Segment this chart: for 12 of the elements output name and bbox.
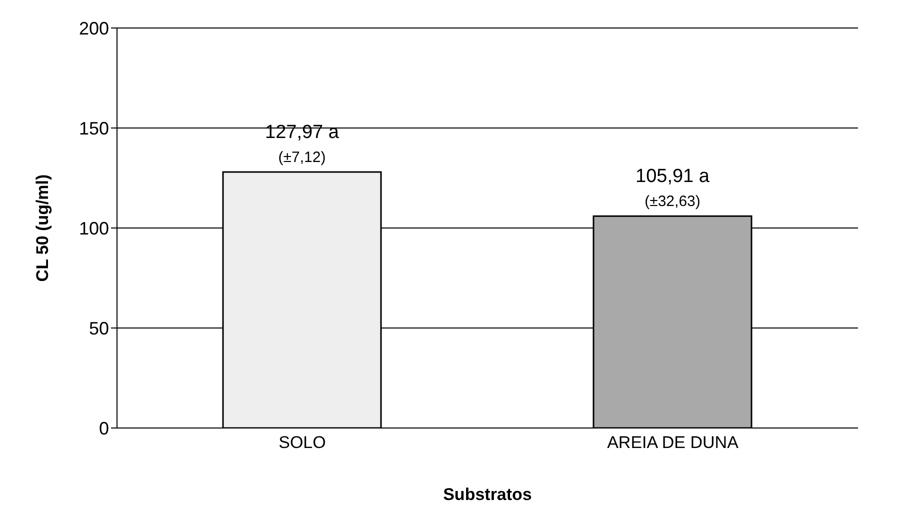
y-axis-title: CL 50 (ug/ml) bbox=[33, 174, 52, 282]
data-label: 105,91 a bbox=[636, 166, 710, 188]
x-axis-title: Substratos bbox=[443, 485, 532, 504]
x-tick-label: SOLO bbox=[278, 433, 326, 452]
y-tick-label: 200 bbox=[78, 18, 109, 38]
annotation: (±32,63) bbox=[644, 193, 700, 210]
y-tick-label: 50 bbox=[88, 318, 109, 338]
y-tick-label: 150 bbox=[78, 118, 109, 138]
y-tick-label: 0 bbox=[98, 418, 109, 438]
y-tick-label: 100 bbox=[78, 218, 109, 238]
annotation: (±7,12) bbox=[278, 149, 326, 166]
x-tick-label: AREIA DE DUNA bbox=[607, 433, 740, 452]
